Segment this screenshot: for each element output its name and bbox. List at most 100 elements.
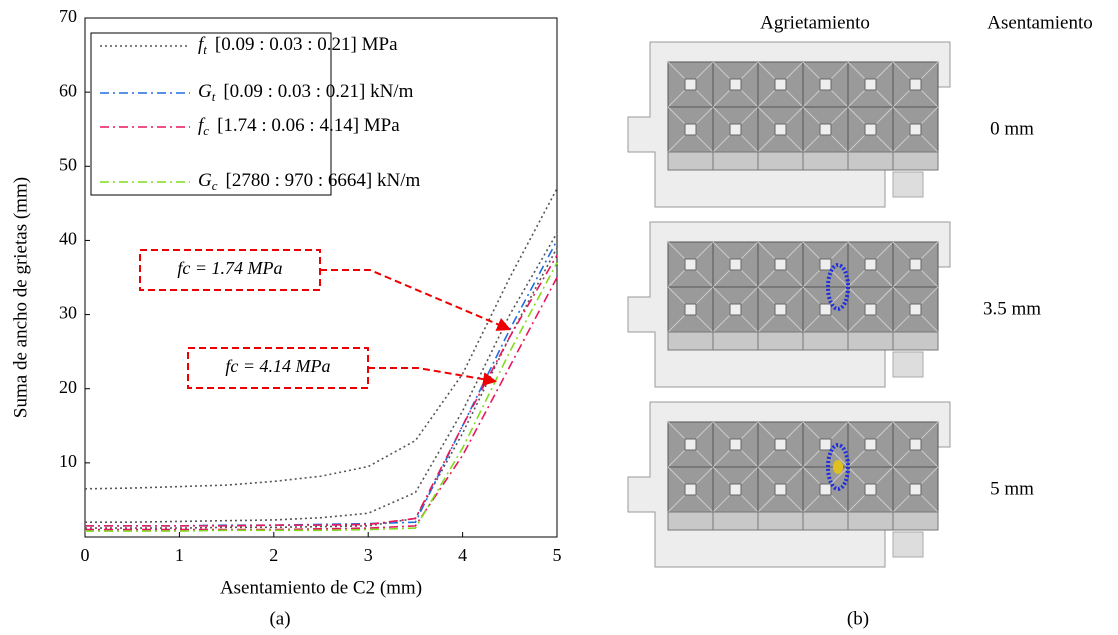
legend-symbol: G [198, 81, 212, 102]
waffle-hole [775, 439, 786, 450]
y-tick-label: 30 [59, 303, 77, 323]
waffle-lower [893, 332, 938, 350]
waffle-lower [848, 152, 893, 170]
waffle-hole [775, 79, 786, 90]
structure-image [628, 222, 950, 387]
waffle-hole [820, 79, 831, 90]
waffle-hole [775, 259, 786, 270]
caption: (a) [269, 608, 290, 629]
waffle-hole [865, 124, 876, 135]
waffle-hole [865, 484, 876, 495]
waffle-hole [775, 304, 786, 315]
legend-label: ft[0.09 : 0.03 : 0.21] MPa [198, 34, 398, 57]
waffle-hole [775, 484, 786, 495]
legend-name: [0.09 : 0.03 : 0.21] MPa [215, 34, 398, 55]
waffle-lower [713, 152, 758, 170]
legend-symbol: G [198, 170, 212, 191]
series-line [85, 278, 557, 530]
y-tick-label: 50 [59, 154, 77, 174]
waffle-lower [803, 332, 848, 350]
annotation-text: fc = 4.14 MPa [225, 356, 330, 376]
x-tick-label: 4 [458, 545, 467, 565]
waffle-lower [713, 512, 758, 530]
legend-name: [0.09 : 0.03 : 0.21] kN/m [223, 81, 413, 102]
waffle-hole [820, 304, 831, 315]
waffle-lower [893, 152, 938, 170]
waffle-lower [848, 512, 893, 530]
waffle-hole [910, 79, 921, 90]
x-tick-label: 3 [364, 545, 373, 565]
waffle-lower [668, 332, 713, 350]
waffle-hole [685, 124, 696, 135]
legend-sub: t [203, 42, 207, 57]
waffle-hole [685, 259, 696, 270]
y-tick-label: 60 [59, 80, 77, 100]
structure-image [628, 42, 950, 207]
waffle-hole [685, 79, 696, 90]
slab-small [893, 172, 923, 197]
series-line [85, 263, 557, 531]
row-label: 5 mm [990, 478, 1034, 499]
series-line [85, 189, 557, 489]
waffle-lower [893, 512, 938, 530]
y-tick-label: 10 [59, 451, 77, 471]
waffle-hole [685, 439, 696, 450]
waffle-lower [848, 332, 893, 350]
waffle-hole [865, 79, 876, 90]
legend-label: Gt [0.09 : 0.03 : 0.21] kN/m [198, 81, 414, 104]
waffle-hole [910, 439, 921, 450]
waffle-hole [910, 259, 921, 270]
annotation-arrow [320, 270, 510, 329]
waffle-hole [730, 439, 741, 450]
waffle-lower [668, 152, 713, 170]
y-tick-label: 20 [59, 377, 77, 397]
waffle-hole [865, 304, 876, 315]
waffle-hole [775, 124, 786, 135]
waffle-hole [820, 484, 831, 495]
y-tick-label: 40 [59, 229, 77, 249]
waffle-hole [730, 124, 741, 135]
waffle-lower [668, 512, 713, 530]
annotation-arrow [368, 368, 496, 381]
waffle-hole [865, 439, 876, 450]
legend-label: Gc[2780 : 970 : 6664] kN/m [198, 170, 420, 193]
waffle-hole [820, 124, 831, 135]
waffle-lower [758, 512, 803, 530]
x-tick-label: 2 [269, 545, 278, 565]
waffle-hole [820, 259, 831, 270]
x-tick-label: 1 [175, 545, 184, 565]
column-header: Agrietamiento [760, 12, 870, 33]
waffle-hole [910, 304, 921, 315]
y-tick-label: 70 [59, 6, 77, 26]
structure-image [628, 402, 950, 567]
slab-small [893, 352, 923, 377]
waffle-hole [730, 79, 741, 90]
waffle-hole [820, 439, 831, 450]
waffle-lower [758, 152, 803, 170]
x-tick-label: 0 [81, 545, 90, 565]
waffle-hole [685, 304, 696, 315]
caption: (b) [847, 608, 869, 629]
waffle-lower [713, 332, 758, 350]
waffle-hole [910, 484, 921, 495]
annotation-text: fc = 1.74 MPa [177, 258, 282, 278]
legend-label: fc[1.74 : 0.06 : 4.14] MPa [198, 115, 400, 138]
legend-name: [1.74 : 0.06 : 4.14] MPa [217, 115, 400, 136]
waffle-lower [758, 332, 803, 350]
waffle-hole [730, 259, 741, 270]
x-tick-label: 5 [553, 545, 562, 565]
legend-sub: t [212, 89, 216, 104]
series-line [85, 255, 557, 526]
waffle-hole [730, 484, 741, 495]
slab-small [893, 532, 923, 557]
waffle-hole [865, 259, 876, 270]
waffle-hole [685, 484, 696, 495]
legend-sub: c [212, 178, 218, 193]
y-axis-label: Suma de ancho de grietas (mm) [10, 177, 31, 418]
waffle-lower [803, 512, 848, 530]
legend-sub: c [203, 123, 209, 138]
waffle-hole [730, 304, 741, 315]
